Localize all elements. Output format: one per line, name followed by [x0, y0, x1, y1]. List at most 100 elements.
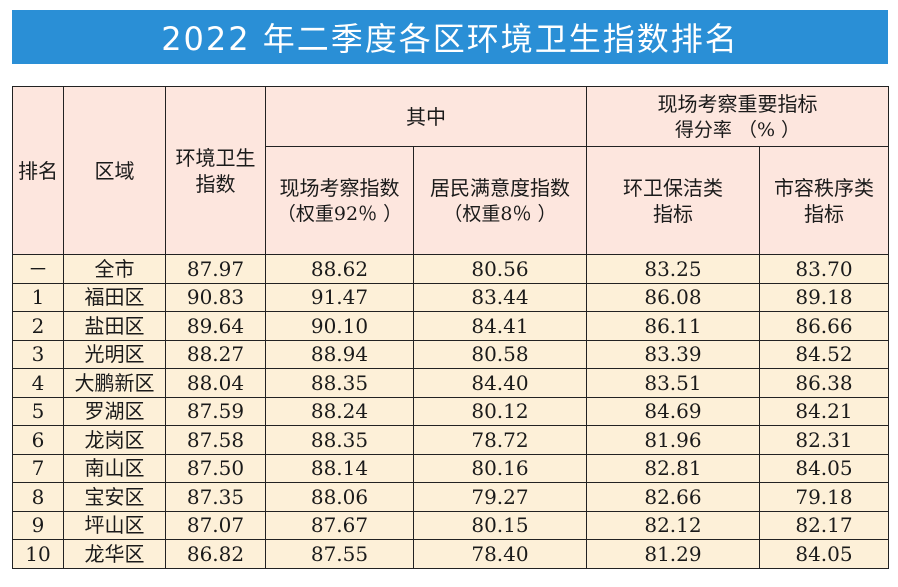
cell-order: 82.17 [759, 510, 889, 540]
table-body: － 全市 87.97 88.62 80.56 83.25 83.70 1 福田区… [12, 254, 889, 569]
table-row: 1 福田区 90.83 91.47 83.44 86.08 89.18 [12, 282, 889, 312]
cell-site: 88.62 [265, 254, 414, 284]
header-index: 环境卫生 指数 [165, 86, 266, 255]
cell-resident: 78.72 [413, 425, 587, 455]
header-rank: 排名 [12, 86, 64, 255]
cell-resident: 80.15 [413, 510, 587, 540]
cell-resident: 80.12 [413, 396, 587, 426]
cell-site: 88.06 [265, 482, 414, 512]
table-row: 6 龙岗区 87.58 88.35 78.72 81.96 82.31 [12, 425, 889, 455]
cell-rank: 4 [12, 368, 64, 398]
cell-order: 84.52 [759, 339, 889, 369]
cell-index: 87.35 [165, 482, 266, 512]
cell-rank: 1 [12, 282, 64, 312]
cell-clean: 86.08 [586, 282, 760, 312]
table-row: － 全市 87.97 88.62 80.56 83.25 83.70 [12, 254, 889, 284]
cell-district: 龙华区 [63, 539, 166, 569]
cell-index: 88.04 [165, 368, 266, 398]
table-row: 2 盐田区 89.64 90.10 84.41 86.11 86.66 [12, 311, 889, 341]
cell-district: 大鹏新区 [63, 368, 166, 398]
cell-clean: 82.12 [586, 510, 760, 540]
cell-district: 宝安区 [63, 482, 166, 512]
cell-index: 86.82 [165, 539, 266, 569]
cell-order: 89.18 [759, 282, 889, 312]
table-row: 5 罗湖区 87.59 88.24 80.12 84.69 84.21 [12, 396, 889, 426]
cell-clean: 82.66 [586, 482, 760, 512]
cell-index: 87.59 [165, 396, 266, 426]
cell-site: 88.35 [265, 368, 414, 398]
header-group-among: 其中 [265, 86, 587, 147]
title-banner: 2022 年二季度各区环境卫生指数排名 [12, 10, 888, 64]
cell-rank: 5 [12, 396, 64, 426]
cell-site: 88.35 [265, 425, 414, 455]
cell-resident: 80.56 [413, 254, 587, 284]
cell-district: 罗湖区 [63, 396, 166, 426]
cell-site: 88.94 [265, 339, 414, 369]
cell-clean: 86.11 [586, 311, 760, 341]
table-row: 9 坪山区 87.07 87.67 80.15 82.12 82.17 [12, 510, 889, 540]
cell-resident: 80.16 [413, 453, 587, 483]
cell-order: 84.05 [759, 453, 889, 483]
cell-index: 88.27 [165, 339, 266, 369]
header-clean-indicator: 环卫保洁类 指标 [586, 146, 760, 255]
cell-clean: 81.96 [586, 425, 760, 455]
table-row: 4 大鹏新区 88.04 88.35 84.40 83.51 86.38 [12, 368, 889, 398]
cell-resident: 79.27 [413, 482, 587, 512]
cell-index: 89.64 [165, 311, 266, 341]
cell-order: 84.05 [759, 539, 889, 569]
cell-order: 84.21 [759, 396, 889, 426]
cell-resident: 83.44 [413, 282, 587, 312]
header-resident-index: 居民满意度指数 （权重8％ ） [413, 146, 587, 255]
cell-index: 87.58 [165, 425, 266, 455]
header-site-index: 现场考察指数 （权重92％ ） [265, 146, 414, 255]
header-order-indicator: 市容秩序类 指标 [759, 146, 889, 255]
cell-order: 86.38 [759, 368, 889, 398]
cell-rank: 2 [12, 311, 64, 341]
cell-order: 79.18 [759, 482, 889, 512]
cell-order: 86.66 [759, 311, 889, 341]
cell-clean: 83.25 [586, 254, 760, 284]
cell-rank: 3 [12, 339, 64, 369]
cell-district: 南山区 [63, 453, 166, 483]
cell-site: 90.10 [265, 311, 414, 341]
table-row: 10 龙华区 86.82 87.55 78.40 81.29 84.05 [12, 539, 889, 569]
cell-site: 87.67 [265, 510, 414, 540]
cell-district: 福田区 [63, 282, 166, 312]
cell-rank: 7 [12, 453, 64, 483]
cell-clean: 82.81 [586, 453, 760, 483]
cell-rank: 8 [12, 482, 64, 512]
cell-rank: － [12, 254, 64, 284]
cell-site: 91.47 [265, 282, 414, 312]
header-district: 区域 [63, 86, 166, 255]
cell-district: 光明区 [63, 339, 166, 369]
cell-index: 87.50 [165, 453, 266, 483]
cell-district: 全市 [63, 254, 166, 284]
cell-site: 87.55 [265, 539, 414, 569]
cell-district: 龙岗区 [63, 425, 166, 455]
cell-clean: 83.39 [586, 339, 760, 369]
cell-site: 88.14 [265, 453, 414, 483]
cell-rank: 9 [12, 510, 64, 540]
table-header: 排名 区域 环境卫生 指数 其中 现场考察重要指标 得分率 （% ） 现场考察指… [12, 86, 889, 255]
cell-resident: 84.41 [413, 311, 587, 341]
cell-resident: 84.40 [413, 368, 587, 398]
cell-clean: 83.51 [586, 368, 760, 398]
cell-clean: 81.29 [586, 539, 760, 569]
cell-resident: 80.58 [413, 339, 587, 369]
cell-index: 87.97 [165, 254, 266, 284]
cell-district: 盐田区 [63, 311, 166, 341]
cell-resident: 78.40 [413, 539, 587, 569]
cell-site: 88.24 [265, 396, 414, 426]
cell-district: 坪山区 [63, 510, 166, 540]
cell-rank: 10 [12, 539, 64, 569]
table-row: 7 南山区 87.50 88.14 80.16 82.81 84.05 [12, 453, 889, 483]
cell-clean: 84.69 [586, 396, 760, 426]
header-group-key-indicators: 现场考察重要指标 得分率 （% ） [586, 86, 889, 147]
cell-index: 90.83 [165, 282, 266, 312]
table-row: 8 宝安区 87.35 88.06 79.27 82.66 79.18 [12, 482, 889, 512]
cell-order: 83.70 [759, 254, 889, 284]
ranking-table: 排名 区域 环境卫生 指数 其中 现场考察重要指标 得分率 （% ） 现场考察指… [12, 86, 889, 569]
table-row: 3 光明区 88.27 88.94 80.58 83.39 84.52 [12, 339, 889, 369]
cell-order: 82.31 [759, 425, 889, 455]
cell-rank: 6 [12, 425, 64, 455]
